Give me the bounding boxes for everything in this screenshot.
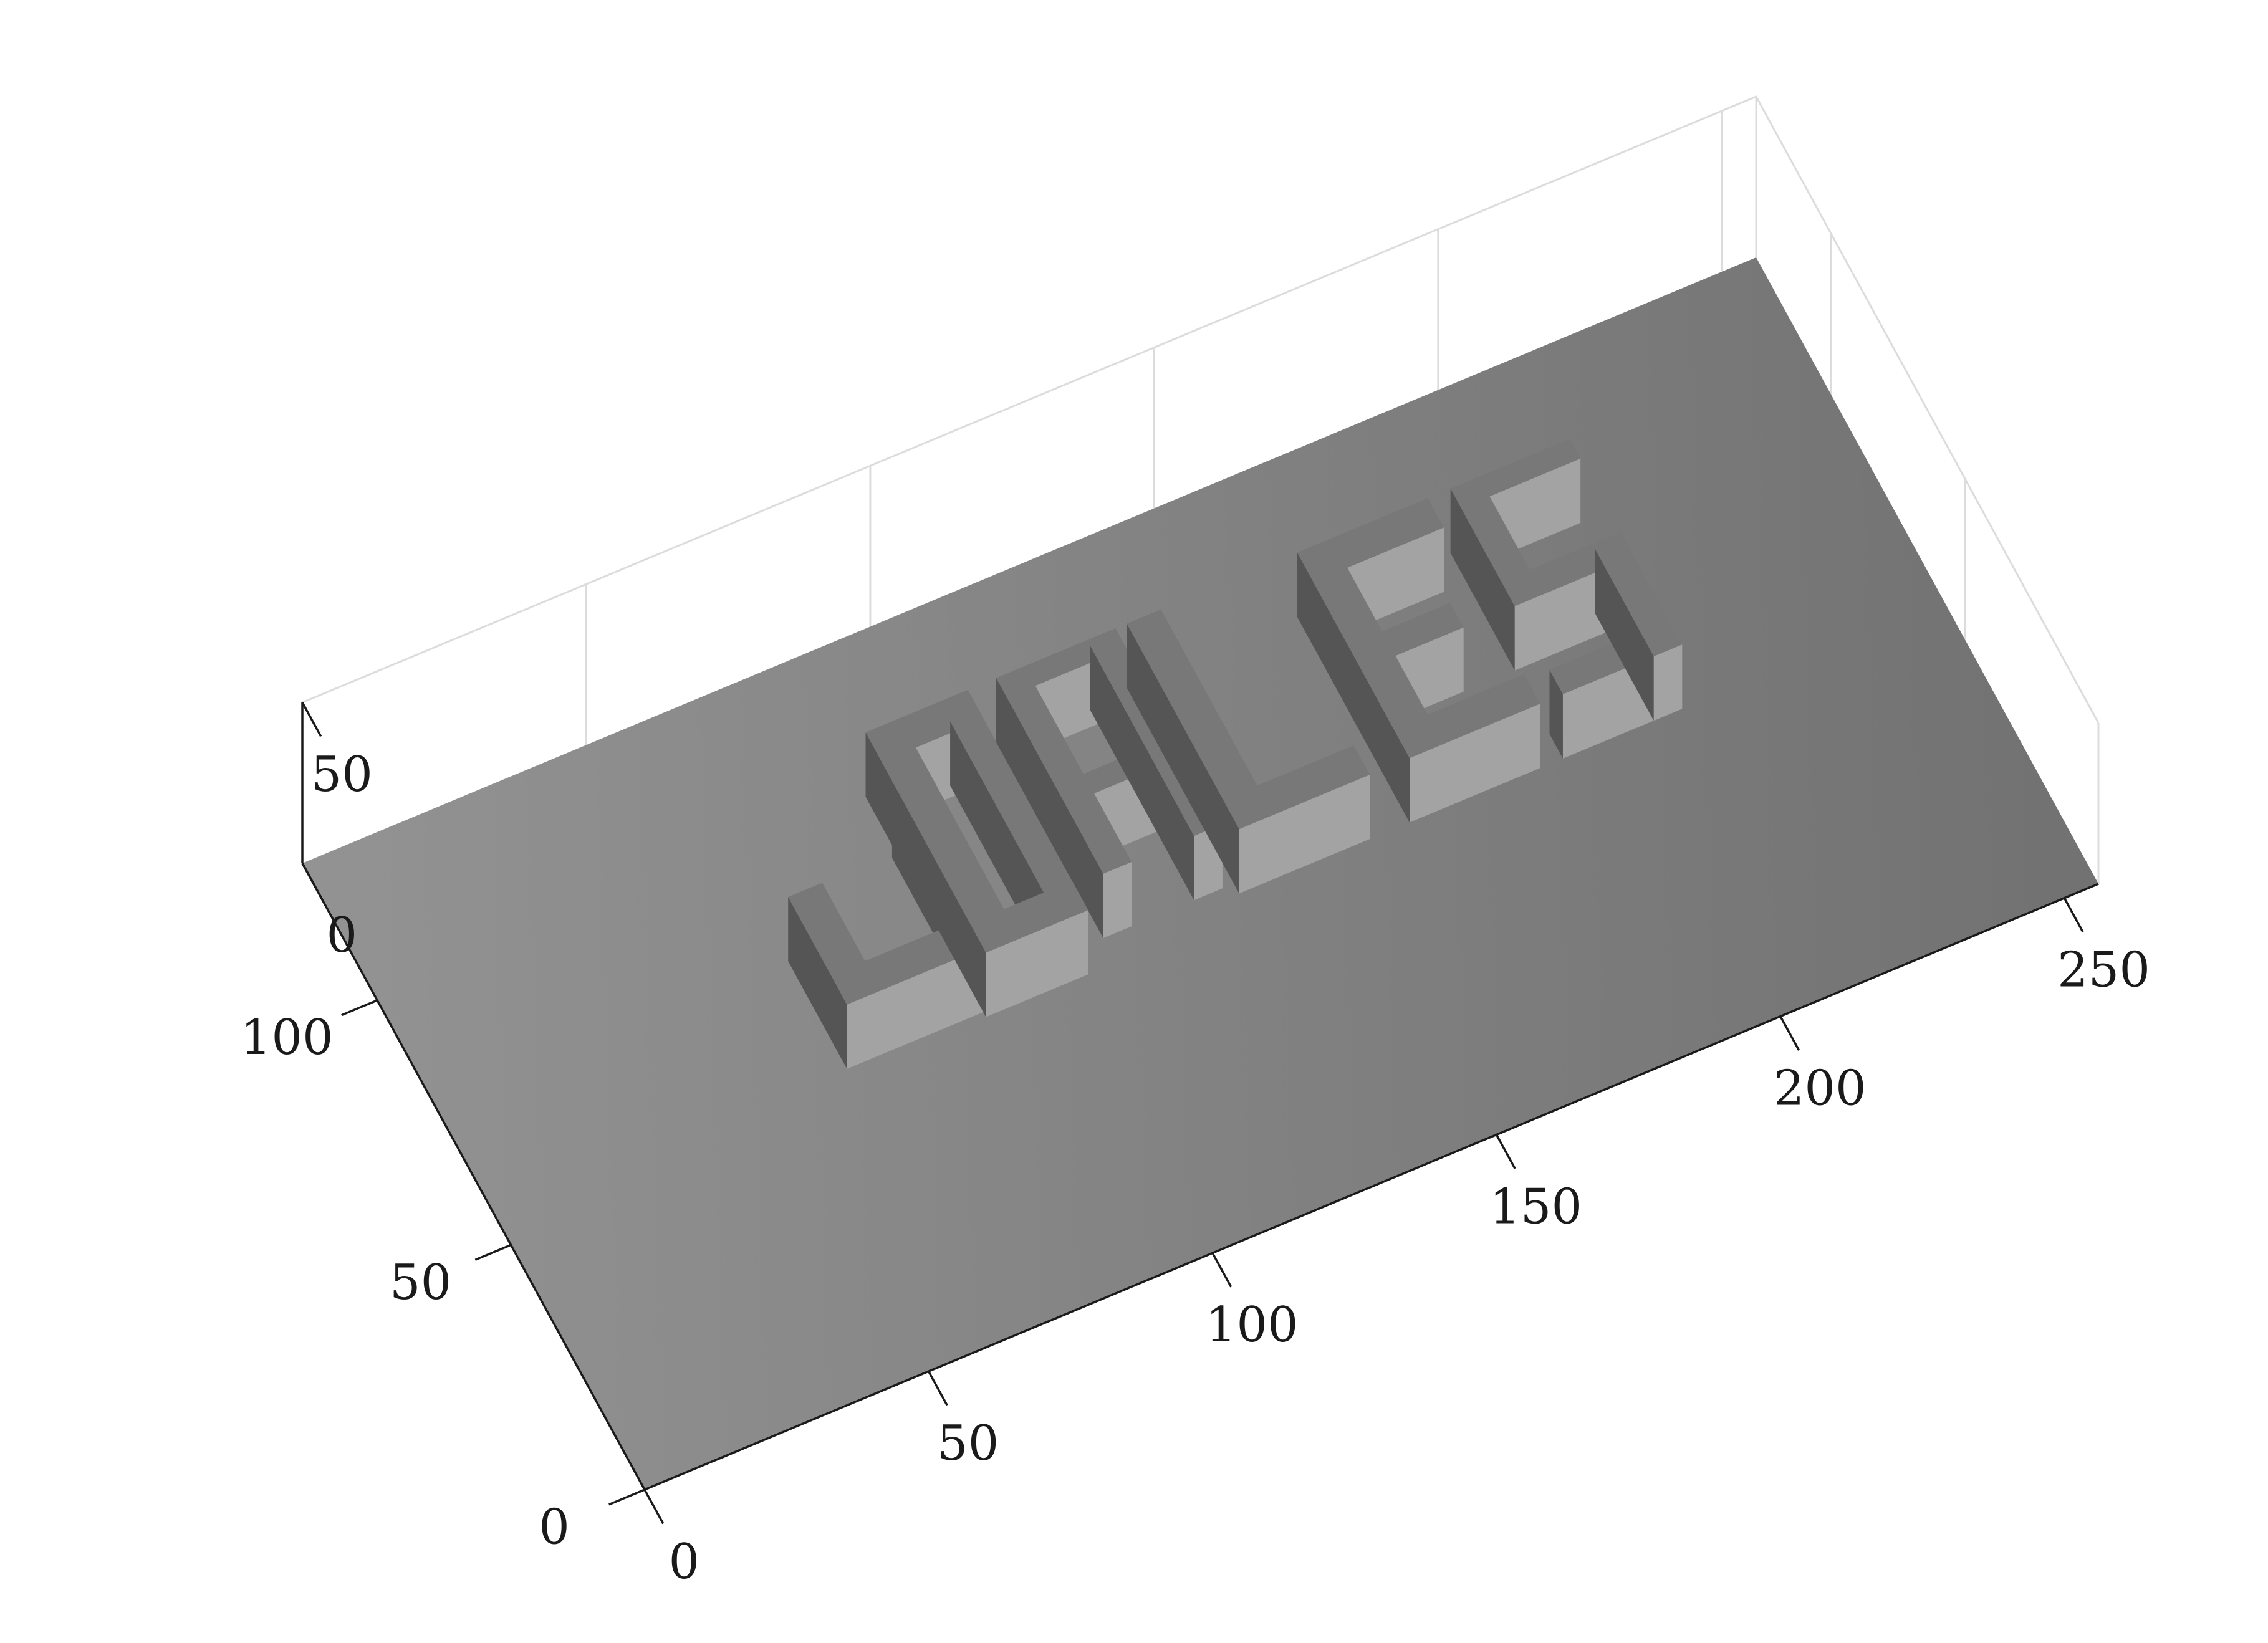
letter-side-face <box>1393 729 1410 823</box>
y-axis-tick <box>608 1488 645 1506</box>
letter-side-face <box>1450 489 1507 656</box>
letter-top-face <box>1595 537 1683 656</box>
letter-block <box>1393 674 1540 823</box>
letter-side-face <box>969 923 986 1017</box>
letter-side-face <box>1090 644 1194 901</box>
letter-side-face <box>1595 548 1654 721</box>
letter-top-face <box>1297 538 1444 759</box>
letter-side-face <box>1297 552 1410 823</box>
tick-labels: 0 50 100 150 200 250 0 50 100 0 50 <box>241 747 2150 1590</box>
letter-top-face <box>865 718 1021 953</box>
letter-top-face <box>950 709 1075 898</box>
x-axis-tick-label: 200 <box>1774 1060 1867 1116</box>
x-axis-tick-label: 150 <box>1489 1179 1582 1235</box>
letter-side-face <box>1549 669 1563 759</box>
x-axis-tick <box>1779 1015 1800 1051</box>
letter-front-face <box>1653 644 1683 721</box>
x-axis-tick-label: 50 <box>937 1415 999 1472</box>
axes <box>301 702 2099 1525</box>
y-axis-tick-label: 50 <box>390 1255 451 1311</box>
letter-side-face <box>1501 582 1515 671</box>
letter-side-face <box>996 678 1103 938</box>
letter-side-face <box>1127 623 1239 894</box>
letter-block <box>1595 537 1683 721</box>
y-axis-tick-label: 100 <box>241 1010 334 1066</box>
letter-front-face <box>986 910 1088 1017</box>
x-axis-tick-label: 100 <box>1206 1297 1299 1353</box>
z-axis-tick-label: 0 <box>326 908 357 964</box>
letter-block <box>996 666 1132 938</box>
x-axis-tick-label: 250 <box>2057 942 2150 999</box>
letter-side-face <box>1223 800 1239 894</box>
letter-front-face <box>1239 774 1370 894</box>
letter-front-face <box>1103 861 1132 938</box>
letter-side-face <box>788 897 842 1060</box>
z-axis-tick <box>301 702 322 737</box>
letter-top-face <box>996 666 1132 874</box>
letter-side-face <box>865 732 986 1017</box>
z-axis-tick-label: 50 <box>311 747 373 803</box>
letter-block <box>1223 745 1370 894</box>
y-axis-tick-label: 0 <box>539 1499 570 1555</box>
letter-top-face <box>1223 745 1370 830</box>
letter-top-face <box>1393 674 1540 759</box>
x-axis-tick <box>643 1489 665 1525</box>
letter-top-face <box>1450 477 1535 592</box>
x-axis-line <box>644 883 2099 1491</box>
letter-block <box>969 881 1088 1017</box>
z-axis-tick <box>301 863 322 898</box>
letter-front-face <box>1410 704 1540 823</box>
y-axis-tick <box>341 999 378 1017</box>
surface-text-uDALES <box>788 439 1683 1069</box>
x-axis-tick <box>1211 1252 1233 1288</box>
x-axis-tick <box>927 1371 948 1406</box>
letter-top-face <box>1127 609 1274 830</box>
letter-side-face <box>830 975 847 1069</box>
x-axis-tick-label: 0 <box>668 1534 699 1590</box>
x-axis-tick <box>1495 1134 1516 1169</box>
letter-top-face <box>969 881 1088 953</box>
x-axis-tick <box>2063 897 2084 933</box>
y-axis-line <box>301 863 646 1490</box>
y-axis-tick <box>474 1243 512 1261</box>
back-wall-gridlines <box>302 95 2100 884</box>
